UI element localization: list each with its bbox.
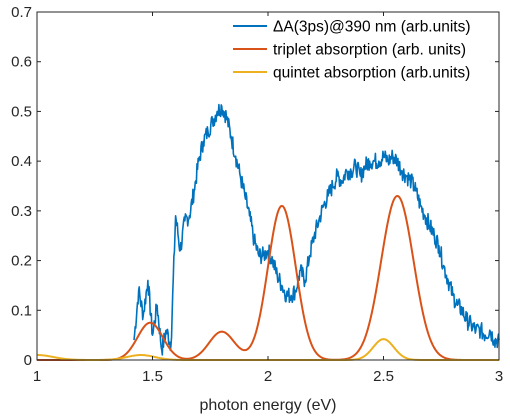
plot-area-background [37, 12, 499, 360]
y-tick-label: 0 [24, 352, 32, 369]
y-tick-label: 0.6 [11, 54, 32, 71]
ticks-layer: 1 1.5 2 2.5 3 0 0.1 0.2 0.3 0.4 0.5 0.6 0.7 [11, 4, 503, 385]
y-tick-label: 0.2 [11, 253, 32, 270]
legend-label-0: ΔA(3ps)@390 nm (arb.units) [273, 19, 471, 36]
x-tick-label: 1 [33, 368, 41, 385]
x-tick-label: 3 [495, 368, 503, 385]
legend: ΔA(3ps)@390 nm (arb.units) triplet absorp… [233, 19, 471, 82]
y-tick-label: 0.3 [11, 203, 32, 220]
y-tick-label: 0.5 [11, 103, 32, 120]
y-tick-label: 0.4 [11, 153, 32, 170]
y-tick-label: 0.1 [11, 302, 32, 319]
x-axis-title: photon energy (eV) [200, 397, 337, 414]
legend-label-1: triplet absorption (arb. units) [273, 42, 466, 59]
legend-label-2: quintet absorption (arb.units) [273, 65, 470, 82]
x-tick-label: 2.5 [373, 368, 394, 385]
y-tick-label: 0.7 [11, 4, 32, 21]
x-tick-label: 2 [264, 368, 272, 385]
x-tick-label: 1.5 [142, 368, 163, 385]
series-line-0 [133, 103, 500, 356]
